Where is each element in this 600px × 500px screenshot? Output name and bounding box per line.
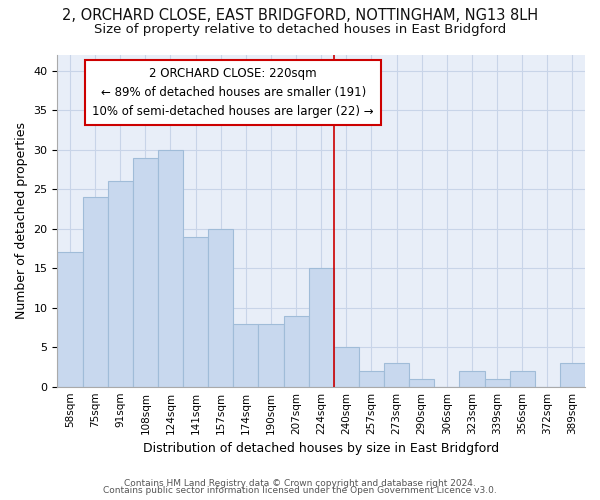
Text: 2, ORCHARD CLOSE, EAST BRIDGFORD, NOTTINGHAM, NG13 8LH: 2, ORCHARD CLOSE, EAST BRIDGFORD, NOTTIN… xyxy=(62,8,538,22)
Bar xyxy=(560,363,585,386)
Text: Contains public sector information licensed under the Open Government Licence v3: Contains public sector information licen… xyxy=(103,486,497,495)
Bar xyxy=(107,182,133,386)
Bar xyxy=(208,228,233,386)
Bar xyxy=(384,363,409,386)
Bar xyxy=(58,252,83,386)
Y-axis label: Number of detached properties: Number of detached properties xyxy=(15,122,28,320)
Bar xyxy=(359,371,384,386)
X-axis label: Distribution of detached houses by size in East Bridgford: Distribution of detached houses by size … xyxy=(143,442,499,455)
Bar xyxy=(308,268,334,386)
Bar xyxy=(233,324,259,386)
Bar xyxy=(409,379,434,386)
Bar xyxy=(460,371,485,386)
Bar xyxy=(259,324,284,386)
Text: Size of property relative to detached houses in East Bridgford: Size of property relative to detached ho… xyxy=(94,22,506,36)
Bar xyxy=(183,236,208,386)
Text: Contains HM Land Registry data © Crown copyright and database right 2024.: Contains HM Land Registry data © Crown c… xyxy=(124,478,476,488)
Bar xyxy=(284,316,308,386)
Bar xyxy=(83,197,107,386)
Text: 2 ORCHARD CLOSE: 220sqm
← 89% of detached houses are smaller (191)
10% of semi-d: 2 ORCHARD CLOSE: 220sqm ← 89% of detache… xyxy=(92,67,374,118)
Bar xyxy=(509,371,535,386)
Bar xyxy=(133,158,158,386)
Bar xyxy=(334,347,359,387)
Bar xyxy=(158,150,183,386)
Bar xyxy=(485,379,509,386)
